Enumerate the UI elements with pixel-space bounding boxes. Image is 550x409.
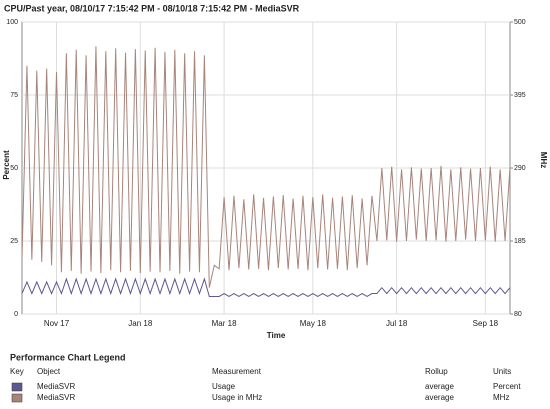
legend-units: MHz [493,393,509,402]
legend-object: MediaSVR [37,393,75,402]
x-tick-label: Jan 18 [128,319,153,328]
legend-measurement: Usage [212,382,236,391]
legend-header: Object [37,367,61,376]
y-axis-label: Percent [2,150,11,180]
chart-title: CPU/Past year, 08/10/17 7:15:42 PM - 08/… [4,3,300,13]
y-tick-label: 25 [10,238,18,245]
y2-axis-label: MHz [539,152,548,168]
legend-units: Percent [493,382,521,391]
legend-header: Key [10,367,24,376]
legend-rollup: average [425,393,454,402]
y2-tick-label: 185 [514,238,526,245]
legend-swatch [11,382,23,392]
y2-tick-label: 395 [514,92,526,99]
x-tick-label: Jul 18 [386,319,408,328]
legend-rollup: average [425,382,454,391]
legend-object: MediaSVR [37,382,75,391]
y2-tick-label: 290 [514,165,526,172]
legend-header: Units [493,367,511,376]
y-tick-label: 75 [10,92,18,99]
x-tick-label: Nov 17 [44,319,70,328]
legend-swatch [11,393,23,403]
y-tick-label: 50 [10,165,18,172]
legend-title: Performance Chart Legend [10,352,126,362]
x-tick-label: May 18 [300,319,327,328]
y-tick-label: 100 [6,19,18,26]
legend-measurement: Usage in MHz [212,393,262,402]
legend-header: Measurement [212,367,262,376]
x-tick-label: Mar 18 [212,319,237,328]
y2-tick-label: 80 [514,311,522,318]
x-tick-label: Sep 18 [473,319,499,328]
y-tick-label: 0 [14,311,18,318]
series-line [21,277,511,298]
series-line [21,46,511,288]
x-axis-label: Time [267,331,286,340]
y2-tick-label: 500 [514,19,526,26]
legend-header: Rollup [425,367,448,376]
